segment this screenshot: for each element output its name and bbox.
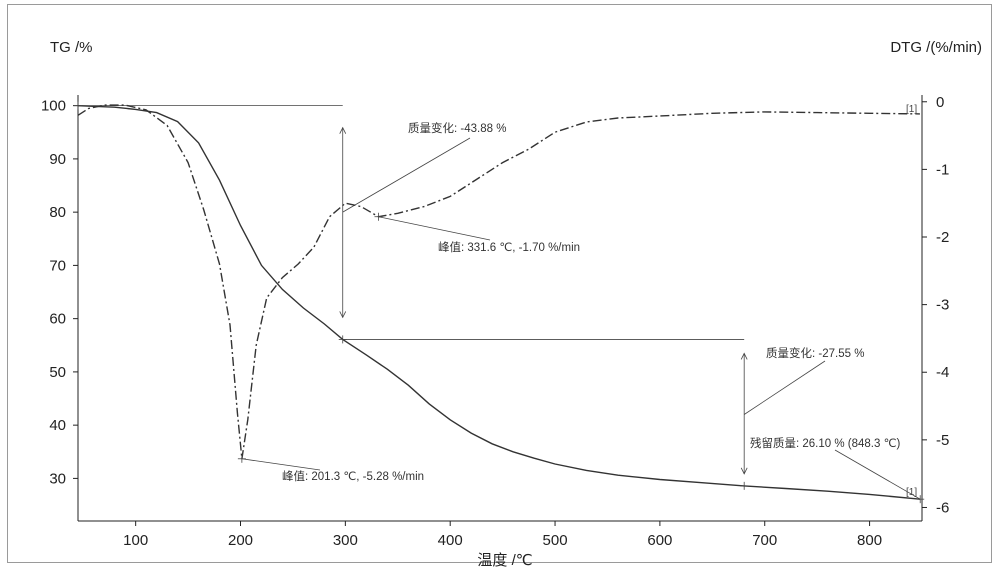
x-tick-label: 600 xyxy=(647,532,672,549)
residue-leader xyxy=(834,449,921,500)
peak2-leader xyxy=(241,458,321,471)
y-right-ticks: 0 -1 -2 -3 -4 -5 -6 xyxy=(922,94,949,516)
right-axis-title: DTG /(%/min) xyxy=(890,39,982,56)
y-left-tick-label: 80 xyxy=(49,204,66,221)
peak1-label: 峰值: 331.6 ℃, -1.70 %/min xyxy=(438,241,580,254)
curve-tag-bottom: [1] xyxy=(906,487,917,498)
step1-leader xyxy=(342,137,471,213)
y-right-tick-label: -4 xyxy=(936,364,949,381)
y-left-tick-label: 70 xyxy=(49,257,66,274)
tg-curve xyxy=(77,105,921,500)
y-left-ticks: 30 40 50 60 70 80 90 100 xyxy=(41,98,78,487)
step2-arrow-head-top xyxy=(740,352,748,360)
axes xyxy=(77,95,923,522)
y-left-tick-label: 50 xyxy=(49,364,66,381)
y-left-tick-label: 100 xyxy=(41,98,66,115)
x-tick-label: 400 xyxy=(438,532,463,549)
x-tick-label: 500 xyxy=(543,532,568,549)
peak2-label: 峰值: 201.3 ℃, -5.28 %/min xyxy=(282,470,424,483)
y-right-tick-label: -2 xyxy=(936,229,949,246)
step2-label: 质量变化: -27.55 % xyxy=(766,346,864,360)
outer-frame xyxy=(7,4,992,563)
x-axis-title: 温度 /℃ xyxy=(477,552,532,569)
y-left-tick-label: 40 xyxy=(49,417,66,434)
y-right-tick-label: -3 xyxy=(936,297,949,314)
curve-tag-top: [1] xyxy=(906,104,917,115)
x-tick-label: 700 xyxy=(752,532,777,549)
x-tick-label: 800 xyxy=(857,532,882,549)
y-right-tick-label: 0 xyxy=(936,94,944,111)
step2-arrow-head-bottom xyxy=(740,467,748,475)
step1-arrow-head-bottom xyxy=(339,311,347,319)
step2-leader xyxy=(743,360,826,415)
y-right-tick-label: -1 xyxy=(936,161,949,178)
x-tick-label: 200 xyxy=(228,532,253,549)
peak1-leader xyxy=(378,216,491,241)
residue-label: 残留质量: 26.10 % (848.3 ℃) xyxy=(750,436,901,450)
y-left-tick-label: 90 xyxy=(49,151,66,168)
step1-arrow-head-top xyxy=(339,126,347,134)
x-tick-label: 300 xyxy=(333,532,358,549)
left-axis-title: TG /% xyxy=(50,39,93,56)
y-left-tick-label: 30 xyxy=(49,470,66,487)
y-right-tick-label: -5 xyxy=(936,432,949,449)
dtg-curve xyxy=(77,104,920,459)
y-right-tick-label: -6 xyxy=(936,499,949,516)
y-left-tick-label: 60 xyxy=(49,311,66,328)
x-tick-label: 100 xyxy=(123,532,148,549)
step1-label: 质量变化: -43.88 % xyxy=(408,121,506,135)
x-ticks: 100 200 300 400 500 600 700 800 xyxy=(123,521,882,549)
point-markers xyxy=(74,101,925,504)
